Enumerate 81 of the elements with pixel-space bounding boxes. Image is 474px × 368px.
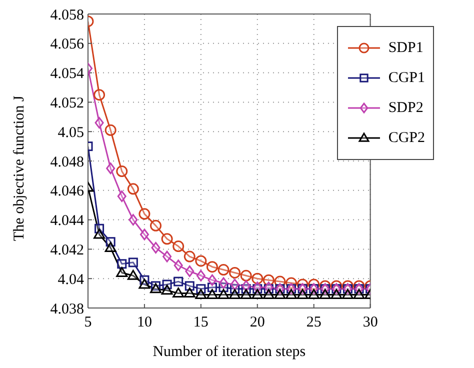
point (206, 289, 218, 300)
point (150, 220, 162, 232)
x-tick-label: 20 (250, 314, 265, 331)
point (116, 166, 128, 178)
point (229, 289, 241, 300)
point (219, 277, 228, 289)
y-tick-label: 4.048 (50, 154, 84, 170)
point (240, 289, 252, 300)
x-tick-label: 15 (193, 314, 208, 331)
point (330, 289, 342, 300)
x-tick-label: 25 (306, 314, 322, 331)
point (161, 233, 173, 245)
point (296, 289, 308, 300)
point (262, 289, 274, 300)
y-tick-label: 4.044 (50, 213, 84, 230)
point (94, 117, 104, 129)
point (117, 190, 126, 202)
point (242, 280, 251, 292)
point (174, 260, 183, 272)
point (151, 242, 160, 254)
point (353, 289, 365, 300)
point (161, 284, 173, 295)
legend-label: CGP2 (388, 130, 425, 146)
point (128, 214, 138, 226)
point (106, 162, 116, 174)
y-tick-label: 4.056 (50, 36, 84, 53)
point (195, 289, 207, 300)
point (185, 266, 194, 277)
y-tick-label: 4.052 (50, 96, 84, 112)
point (116, 266, 128, 277)
y-tick-label: 4.04 (58, 272, 84, 288)
point (229, 266, 241, 278)
point (162, 250, 172, 262)
point (140, 228, 149, 240)
point (230, 278, 240, 290)
point (104, 124, 116, 136)
point (286, 289, 298, 300)
point (342, 289, 354, 300)
legend-label: SDP2 (388, 100, 424, 116)
point (117, 259, 127, 269)
point (319, 289, 331, 300)
point (127, 183, 139, 195)
point (184, 250, 196, 262)
legend-label: SDP1 (388, 40, 424, 56)
x-axis-title: Number of iteration steps (152, 344, 306, 360)
point (172, 240, 184, 252)
point (218, 289, 230, 300)
point (128, 258, 138, 268)
legend-label: CGP1 (388, 70, 425, 86)
point (274, 289, 286, 300)
y-tick-label: 4.046 (50, 184, 84, 200)
point (94, 228, 106, 239)
x-tick-label: 30 (362, 314, 378, 331)
point (94, 89, 106, 101)
point (150, 283, 162, 294)
point (104, 242, 116, 252)
y-axis-title: The objective function J (11, 95, 28, 241)
point (184, 288, 196, 298)
point (206, 261, 218, 273)
point (252, 272, 264, 284)
point (240, 270, 252, 282)
point (196, 270, 206, 282)
point (208, 274, 217, 286)
point (138, 278, 150, 289)
y-tick-label: 4.038 (50, 301, 84, 318)
point (138, 208, 150, 220)
point (252, 282, 262, 294)
x-tick-label: 10 (136, 314, 152, 331)
y-tick-label: 4.05 (58, 124, 84, 141)
point (218, 264, 230, 276)
y-tick-label: 4.042 (50, 242, 84, 259)
point (184, 281, 194, 291)
y-tick-label: 4.058 (50, 7, 84, 24)
point (308, 289, 320, 300)
y-tick-label: 4.054 (50, 66, 84, 82)
x-tick-label: 5 (84, 314, 92, 331)
point (252, 289, 264, 300)
point (195, 255, 207, 267)
point (174, 276, 184, 286)
point (172, 288, 184, 298)
point (127, 270, 139, 280)
